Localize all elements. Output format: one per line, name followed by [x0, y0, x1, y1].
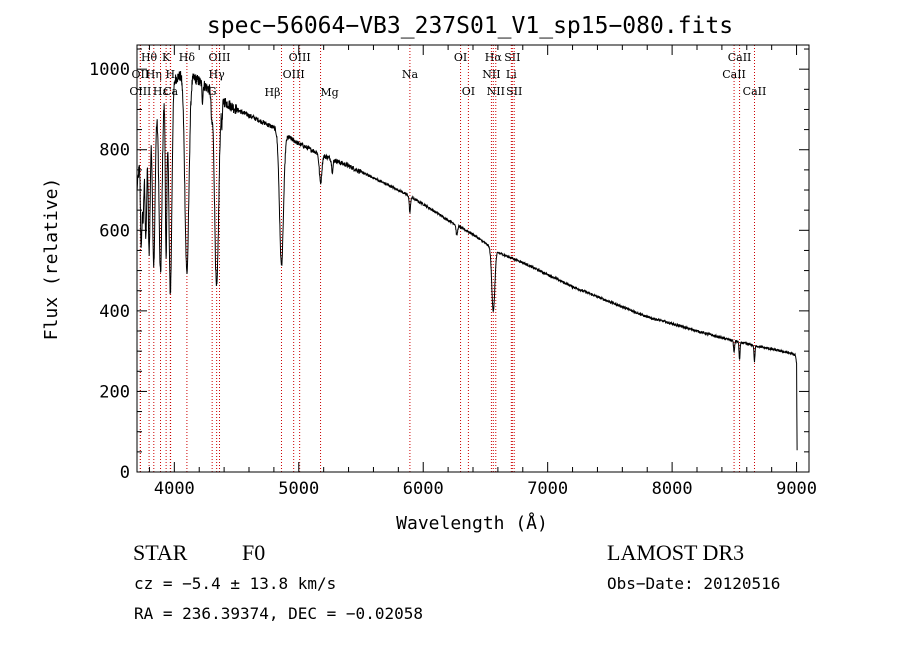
line-marker-label: Hγ [209, 68, 226, 81]
line-marker-label: Hε [153, 85, 169, 98]
x-tick-label: 5000 [278, 479, 319, 499]
line-marker-label: OIII [208, 51, 230, 64]
observation-date: Obs−Date: 20120516 [607, 574, 781, 593]
line-marker-label: SII [504, 51, 520, 64]
line-marker-label: Mg [320, 86, 338, 99]
spectrum-line [136, 70, 798, 472]
y-axis-label: Flux (relative) [41, 178, 62, 341]
object-class: STAR [133, 540, 188, 565]
x-tick-label: 8000 [652, 479, 693, 499]
line-marker-label: CaII [728, 51, 752, 64]
x-tick-label: 9000 [776, 479, 817, 499]
line-marker-label: Hη [146, 68, 162, 81]
line-marker-label: NII [482, 68, 500, 81]
spectral-subclass: F0 [242, 540, 266, 565]
coordinates: RA = 236.39374, DEC = −0.02058 [134, 604, 423, 623]
line-marker-label: Hα [485, 51, 503, 64]
line-marker-label: CaII [743, 85, 767, 98]
line-marker-label: OIII [289, 51, 311, 64]
line-marker-label: OIII [129, 85, 151, 98]
redshift-cz: cz = −5.4 ± 13.8 km/s [134, 574, 337, 593]
y-tick-label: 400 [99, 302, 130, 322]
x-tick-label: 7000 [527, 479, 568, 499]
line-marker-label: K [162, 51, 171, 64]
line-marker-label: Na [402, 68, 419, 81]
x-tick-label: 6000 [403, 479, 444, 499]
y-tick-label: 600 [99, 221, 130, 241]
x-tick-label: 4000 [154, 479, 195, 499]
line-marker-label: SII [506, 85, 522, 98]
axes: 4000 5000 6000 7000 8000 9000 0 200 400 600 800 100… [89, 45, 817, 499]
line-marker-label: Ca [163, 85, 178, 98]
line-marker-label: H [166, 68, 176, 81]
line-marker-label: Hθ [141, 51, 158, 64]
line-marker-label: OIII [283, 68, 305, 81]
line-marker-label: Li [506, 68, 517, 81]
line-marker-label: CaII [722, 68, 746, 81]
line-marker-label: OI [462, 85, 475, 98]
line-marker-label: NII [487, 85, 505, 98]
line-marker-label: Hδ [179, 51, 196, 64]
spectrum-series [136, 70, 798, 472]
chart-title: spec−56064−VB3_237S01_V1_sp15−080.fits [207, 13, 733, 39]
line-marker-label: Hβ [265, 86, 281, 99]
line-marker-label: OII [132, 68, 150, 81]
y-tick-label: 200 [99, 382, 130, 402]
y-tick-label: 0 [120, 463, 130, 483]
x-axis-label: Wavelength (Å) [396, 512, 548, 534]
y-tick-label: 800 [99, 141, 130, 161]
survey-name: LAMOST DR3 [607, 540, 745, 565]
y-tick-label: 1000 [89, 60, 130, 80]
line-marker-label: OI [454, 51, 467, 64]
line-marker-label: G [208, 85, 217, 98]
